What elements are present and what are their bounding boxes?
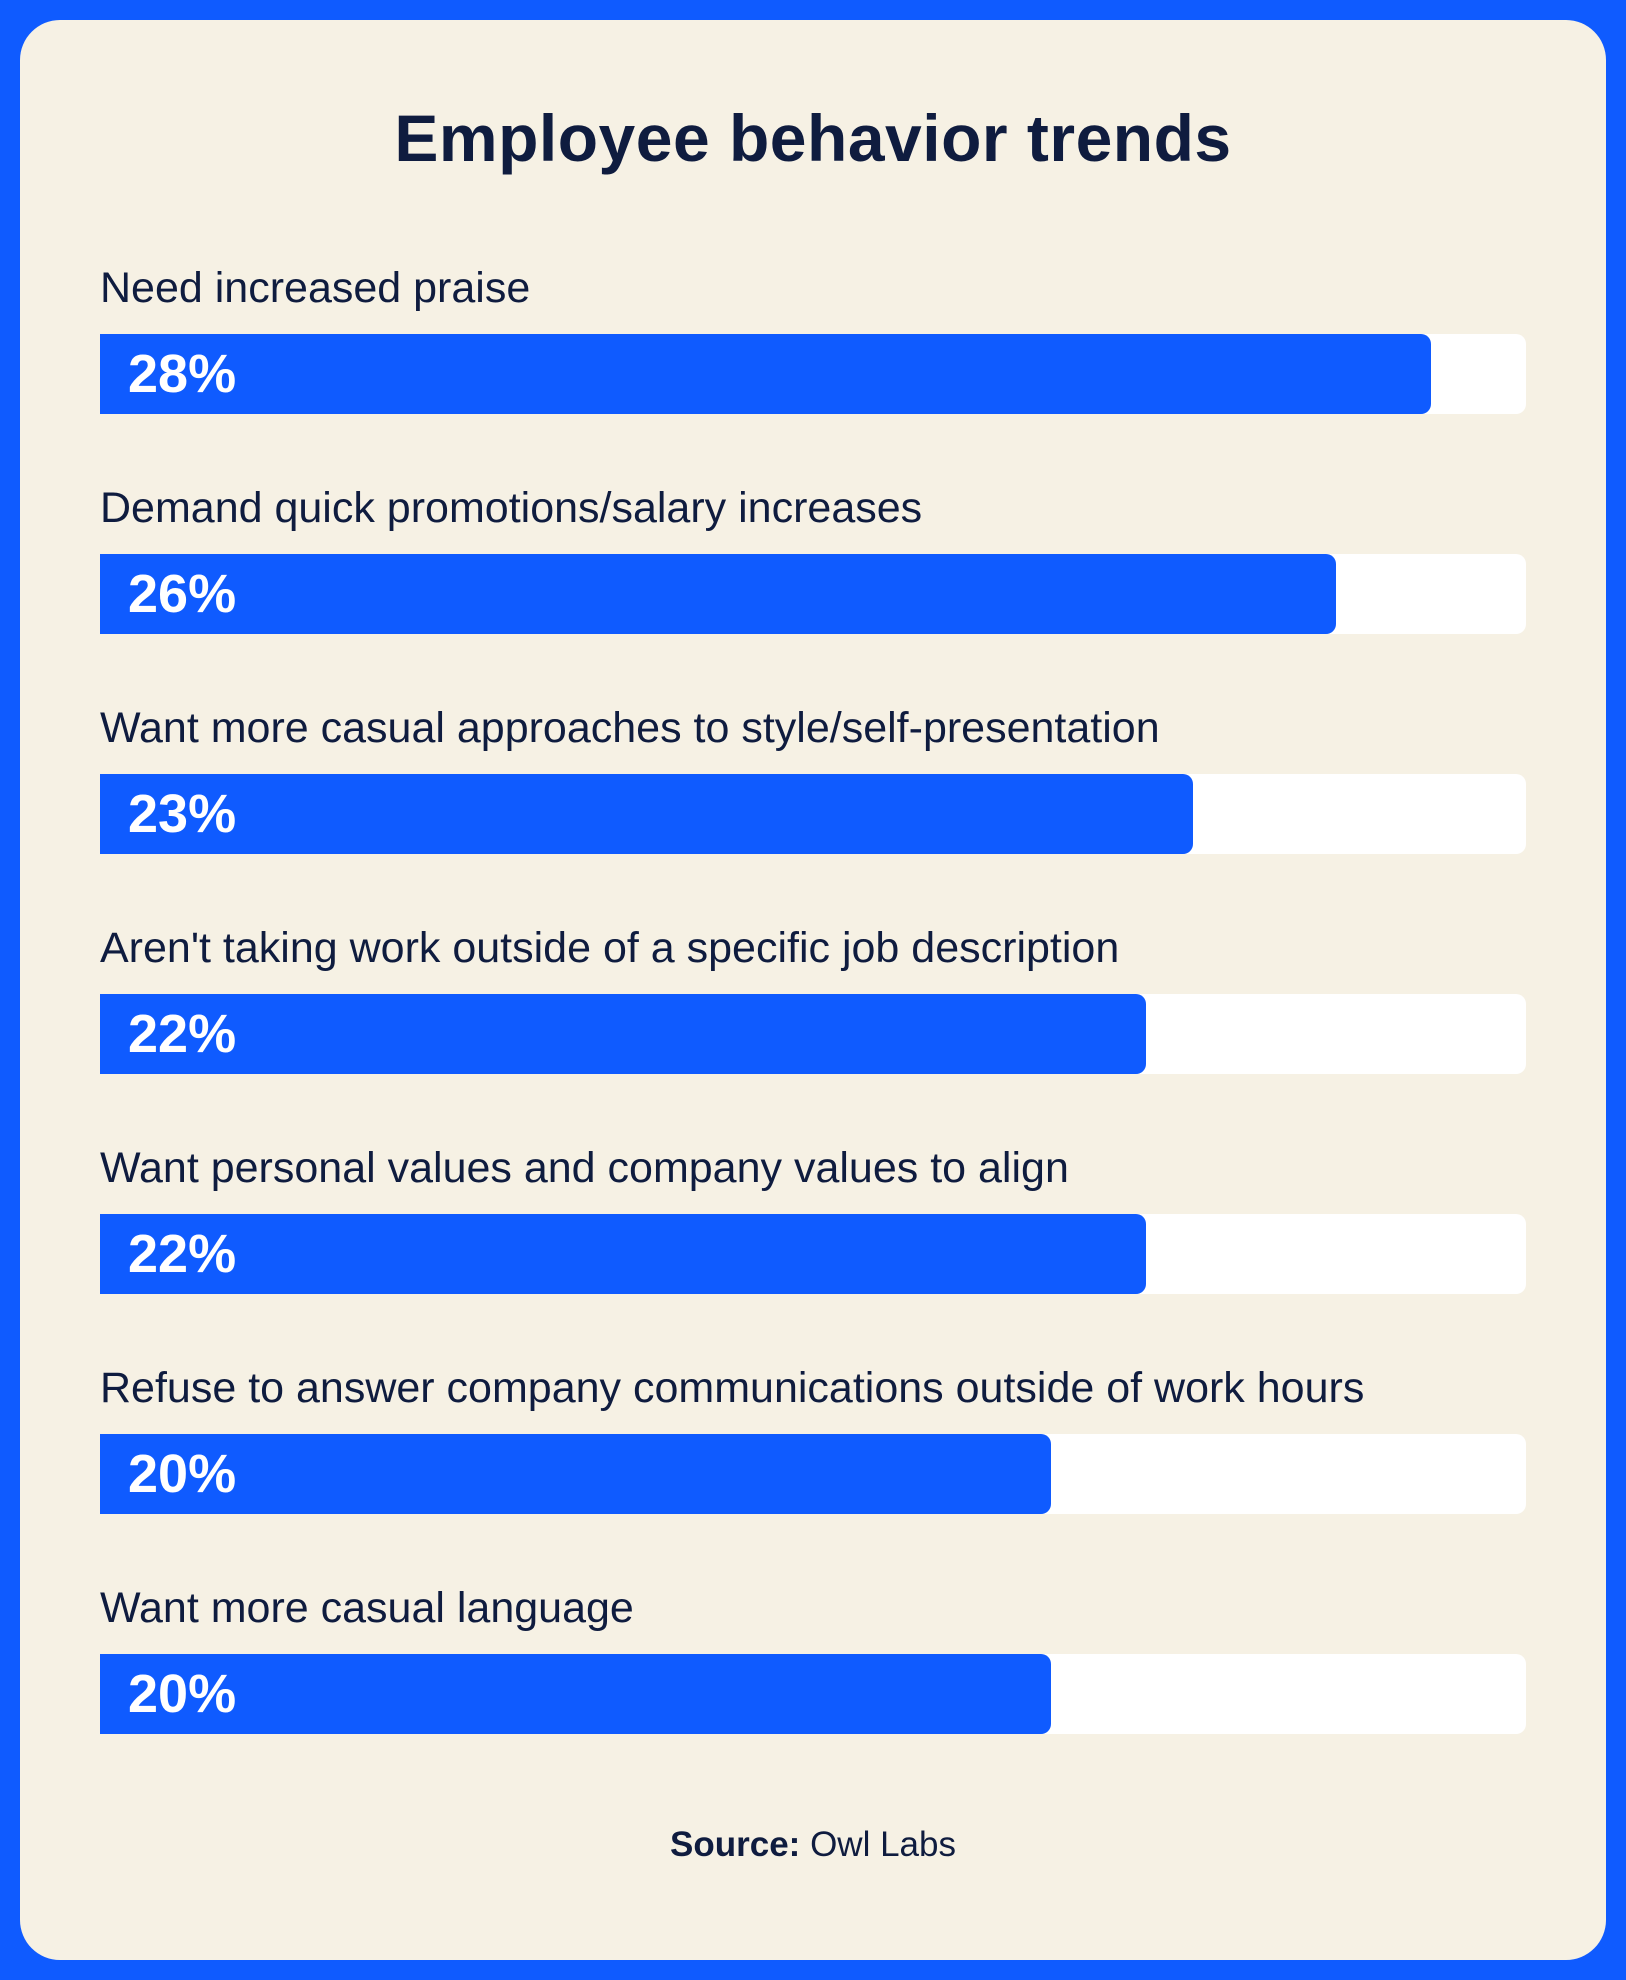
bar-label: Want more casual approaches to style/sel…	[100, 704, 1160, 752]
chart-title: Employee behavior trends	[394, 101, 1232, 175]
bar-track: 22%	[100, 994, 1526, 1074]
bar	[100, 994, 1146, 1074]
bar-track: 20%	[100, 1434, 1526, 1514]
bar-track: 22%	[100, 1214, 1526, 1294]
bar-value-label: 22%	[128, 1004, 237, 1064]
bar-track: 20%	[100, 1654, 1526, 1734]
source-name: Owl Labs	[810, 1825, 956, 1864]
bar-label: Refuse to answer company communications …	[100, 1364, 1365, 1412]
source-note: Source: Owl Labs	[0, 1825, 1626, 1865]
bar-label: Demand quick promotions/salary increases	[100, 484, 923, 532]
bar-track: 26%	[100, 554, 1526, 634]
bar	[100, 554, 1336, 634]
bar-label: Aren't taking work outside of a specific…	[100, 924, 1120, 972]
bar-value-label: 23%	[128, 784, 237, 844]
bar-value-label: 26%	[128, 564, 237, 624]
source-label: Source:	[670, 1825, 801, 1864]
bar-label: Need increased praise	[100, 264, 531, 312]
bar-value-label: 22%	[128, 1224, 237, 1284]
bar-value-label: 28%	[128, 344, 237, 404]
bar-track: 28%	[100, 334, 1526, 414]
bar	[100, 1654, 1051, 1734]
bar-value-label: 20%	[128, 1664, 237, 1724]
bar-track: 23%	[100, 774, 1526, 854]
bar	[100, 1214, 1146, 1294]
bar	[100, 1434, 1051, 1514]
bar	[100, 774, 1194, 854]
bar	[100, 334, 1431, 414]
bar-label: Want more casual language	[100, 1584, 634, 1632]
bar-label: Want personal values and company values …	[100, 1144, 1069, 1192]
bar-value-label: 20%	[128, 1444, 237, 1504]
